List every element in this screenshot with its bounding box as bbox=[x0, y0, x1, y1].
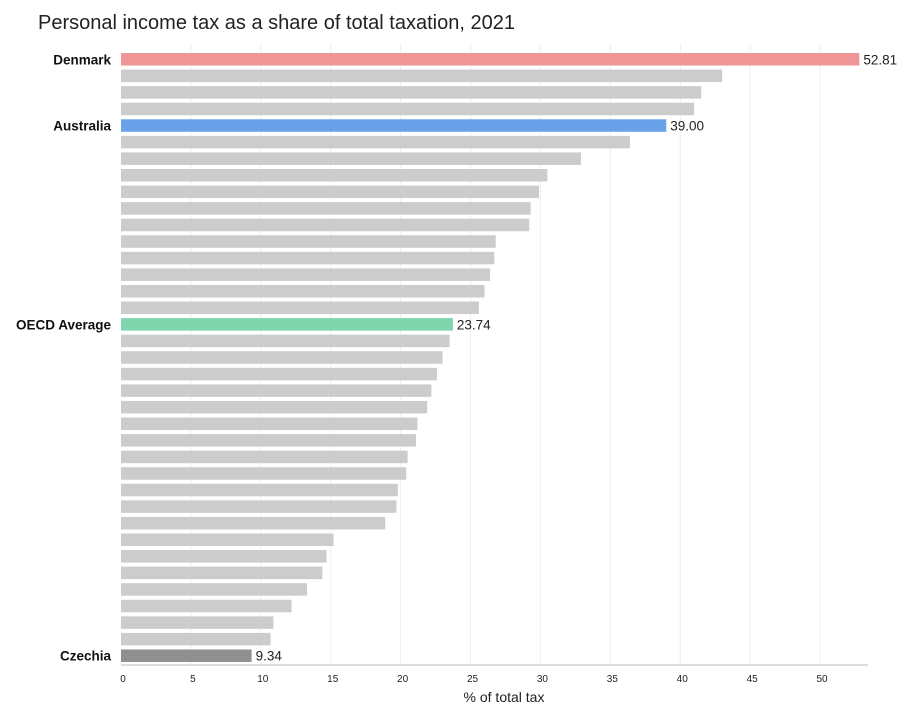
bar-row-12 bbox=[121, 235, 496, 248]
x-tick-label-40: 40 bbox=[677, 674, 689, 685]
bar-row-26 bbox=[121, 467, 407, 480]
bar-row-23 bbox=[121, 417, 418, 431]
x-tick-label-0: 0 bbox=[120, 674, 126, 685]
x-axis-title: % of total tax bbox=[464, 689, 545, 705]
category-label-australia: Australia bbox=[53, 119, 111, 134]
bar-czechia bbox=[121, 649, 252, 662]
bar-row-28 bbox=[121, 500, 397, 513]
bar-row-33 bbox=[121, 583, 307, 596]
bar-row-19 bbox=[121, 351, 443, 364]
x-tick-label-5: 5 bbox=[190, 674, 196, 685]
bar-row-6 bbox=[121, 135, 630, 149]
bar-row-31 bbox=[121, 550, 327, 563]
bar-row-24 bbox=[121, 434, 417, 447]
bar-row-14 bbox=[121, 268, 491, 281]
bar-row-21 bbox=[121, 384, 432, 397]
x-tick-label-10: 10 bbox=[257, 674, 269, 685]
bar-row-29 bbox=[121, 516, 386, 530]
bar-row-10 bbox=[121, 202, 531, 215]
value-label-oecd-average: 23.74 bbox=[457, 317, 491, 332]
x-tick-label-35: 35 bbox=[607, 674, 619, 685]
bar-row-4 bbox=[121, 102, 695, 116]
bar-row-27 bbox=[121, 483, 398, 497]
bar-row-34 bbox=[121, 599, 292, 613]
value-label-denmark: 52.81 bbox=[863, 52, 897, 67]
bar-australia bbox=[121, 119, 667, 132]
category-label-denmark: Denmark bbox=[53, 52, 111, 67]
x-tick-label-15: 15 bbox=[327, 674, 339, 685]
category-label-oecd-average: OECD Average bbox=[16, 317, 112, 332]
chart-title: Personal income tax as a share of total … bbox=[38, 12, 515, 34]
bar-row-13 bbox=[121, 251, 495, 265]
value-label-australia: 39.00 bbox=[670, 119, 704, 134]
x-tick-label-30: 30 bbox=[537, 674, 549, 685]
bar-row-22 bbox=[121, 400, 428, 414]
bar-oecd-average bbox=[121, 318, 453, 331]
x-tick-label-20: 20 bbox=[397, 674, 409, 685]
bar-row-11 bbox=[121, 218, 530, 232]
labels-layer: Denmark 52.81 Australia 39.00 OECD Average 23… bbox=[16, 52, 897, 663]
bar-row-8 bbox=[121, 169, 548, 182]
bar-row-7 bbox=[121, 152, 581, 165]
bar-row-18 bbox=[121, 334, 450, 348]
x-tick-label-25: 25 bbox=[467, 674, 479, 685]
bar-row-15 bbox=[121, 284, 485, 298]
x-tick-label-45: 45 bbox=[747, 674, 759, 685]
bar-row-35 bbox=[121, 616, 274, 629]
bars-layer bbox=[121, 53, 860, 662]
x-axis: 0 5 10 15 20 25 30 35 40 45 50 % of total tax bbox=[120, 664, 868, 705]
bar-row-32 bbox=[121, 566, 323, 580]
bar-row-3 bbox=[121, 86, 702, 99]
bar-row-36 bbox=[121, 632, 271, 646]
bar-row-16 bbox=[121, 301, 479, 315]
category-label-czechia: Czechia bbox=[60, 649, 112, 664]
bar-denmark bbox=[121, 53, 860, 66]
bar-row-30 bbox=[121, 533, 334, 546]
x-tick-label-50: 50 bbox=[816, 674, 828, 685]
bar-row-2 bbox=[121, 69, 723, 83]
value-label-czechia: 9.34 bbox=[256, 649, 283, 664]
bar-row-9 bbox=[121, 185, 540, 199]
bar-row-20 bbox=[121, 367, 437, 381]
bar-row-25 bbox=[121, 450, 408, 464]
